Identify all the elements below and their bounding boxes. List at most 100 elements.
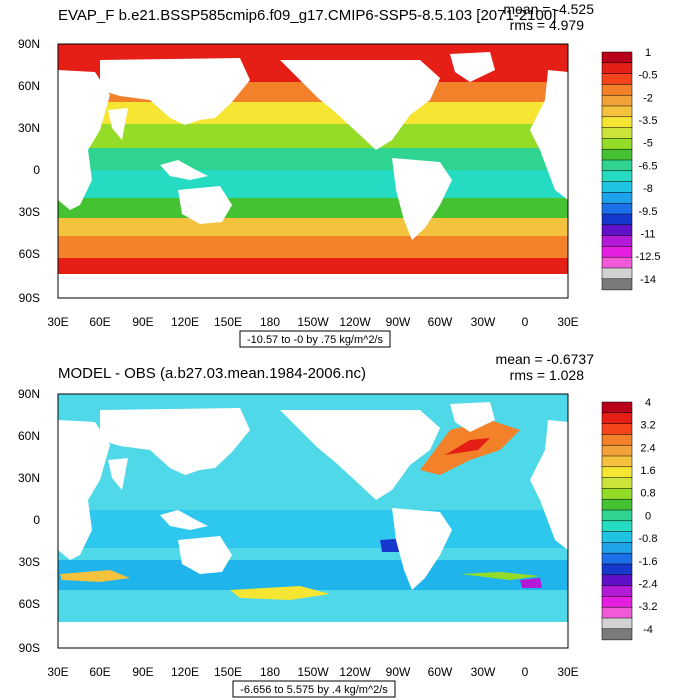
colorbar-swatch xyxy=(601,585,633,597)
lat-tick: 30N xyxy=(18,121,40,135)
panel-top-colorbar: 1 -0.5 -2 -3.5 -5 -6.5 -8 -9.5 -11 -12.5 -14 xyxy=(601,47,661,291)
colorbar-swatch xyxy=(601,73,633,85)
colorbar-label: -3.5 xyxy=(639,115,658,127)
colorbar-label: -2 xyxy=(643,92,653,104)
colorbar-label: -5 xyxy=(643,138,653,150)
colorbar-swatch xyxy=(601,62,633,75)
colorbar-swatch xyxy=(601,159,633,172)
colorbar-swatch xyxy=(601,278,633,291)
panel-top-lat-ticks: 90N 60N 30N 0 30S 60S 90S xyxy=(18,37,40,305)
colorbar-swatch xyxy=(601,116,633,129)
lat-tick: 30S xyxy=(19,205,40,219)
lat-tick: 0 xyxy=(33,513,40,527)
lon-tick: 150E xyxy=(214,315,242,329)
panel-bottom-map xyxy=(57,393,569,649)
lat-tick: 30N xyxy=(18,471,40,485)
anomaly-s-atlantic xyxy=(460,572,540,580)
colorbar-label: 0.8 xyxy=(640,488,655,500)
colorbar-label: -3.2 xyxy=(639,601,658,613)
colorbar-label: -1.6 xyxy=(639,556,658,568)
colorbar-label: -2.4 xyxy=(639,578,658,590)
lon-tick: 120E xyxy=(171,665,199,679)
lon-tick: 60W xyxy=(428,665,453,679)
colorbar-swatch xyxy=(601,466,633,479)
colorbar-label: 4 xyxy=(645,397,651,409)
colorbar-label: -0.8 xyxy=(639,533,658,545)
colorbar-swatch xyxy=(601,127,633,139)
colorbar-swatch xyxy=(601,498,633,511)
colorbar-swatch xyxy=(601,434,633,446)
lat-tick: 90N xyxy=(18,387,40,401)
panel-bottom-lat-ticks: 90N 60N 30N 0 30S 60S 90S xyxy=(18,387,40,655)
band-antarctic-coast xyxy=(58,258,568,274)
lon-tick: 30W xyxy=(471,315,496,329)
colorbar-label: -12.5 xyxy=(635,251,660,263)
lat-tick: 90S xyxy=(19,641,40,655)
lon-tick: 0 xyxy=(522,665,529,679)
lat-tick: 60S xyxy=(19,247,40,261)
lat-tick: 90N xyxy=(18,37,40,51)
colorbar-swatch xyxy=(601,148,633,161)
colorbar-swatch xyxy=(601,105,633,118)
anomaly-sa-coast xyxy=(520,578,542,588)
colorbar-swatch xyxy=(601,531,633,543)
colorbar-swatch xyxy=(601,84,633,96)
colorbar-label: -9.5 xyxy=(639,206,658,218)
panel-top-title: EVAP_F b.e21.BSSP585cmip6.f09_g17.CMIP6-… xyxy=(58,7,556,24)
colorbar-swatch xyxy=(601,192,633,204)
lon-tick: 30W xyxy=(471,665,496,679)
lon-tick: 90E xyxy=(132,665,153,679)
lon-tick: 120W xyxy=(339,665,371,679)
colorbar-label: 0 xyxy=(645,510,651,522)
colorbar-label: 1 xyxy=(645,47,651,59)
colorbar-swatch xyxy=(601,444,633,457)
colorbar-swatch xyxy=(601,256,633,269)
lon-tick: 30E xyxy=(557,315,578,329)
colorbar-swatch xyxy=(601,552,633,565)
colorbar-swatch xyxy=(601,51,633,64)
colorbar-swatch xyxy=(601,574,633,587)
lon-tick: 30E xyxy=(557,665,578,679)
lon-tick: 60E xyxy=(89,315,110,329)
colorbar-swatch xyxy=(601,213,633,226)
panel-bottom-lon-ticks: 30E 60E 90E 120E 150E 180 150W 120W 90W … xyxy=(47,665,578,679)
colorbar-label: 2.4 xyxy=(640,442,655,454)
lon-tick: 90W xyxy=(386,665,411,679)
colorbar-label: 1.6 xyxy=(640,465,655,477)
panel-bottom-range-label: -6.656 to 5.575 by .4 kg/m^2/s xyxy=(240,684,388,696)
lon-tick: 0 xyxy=(522,315,529,329)
panel-bottom-colorbar: 4 3.2 2.4 1.6 0.8 0 -0.8 -1.6 -2.4 -3.2 -4 xyxy=(601,397,658,641)
colorbar-label: -0.5 xyxy=(639,70,658,82)
colorbar-swatch xyxy=(601,423,633,435)
lat-tick: 60S xyxy=(19,597,40,611)
lat-tick: 60N xyxy=(18,429,40,443)
colorbar-swatch xyxy=(601,246,633,258)
anomaly-s-pacific xyxy=(230,586,330,600)
colorbar-label: -11 xyxy=(640,228,655,240)
band-s-subtrop xyxy=(58,198,568,218)
lat-tick: 30S xyxy=(19,555,40,569)
panel-top: EVAP_F b.e21.BSSP585cmip6.f09_g17.CMIP6-… xyxy=(18,1,661,348)
colorbar-swatch xyxy=(601,488,633,500)
colorbar-swatch xyxy=(601,235,633,247)
colorbar-swatch xyxy=(601,542,633,554)
land-mask-bottom xyxy=(58,402,568,590)
colorbar-swatch xyxy=(601,596,633,608)
panel-top-rms: rms = 4.979 xyxy=(510,17,585,33)
band-s-midlat xyxy=(58,218,568,236)
lon-tick: 180 xyxy=(260,665,280,679)
lon-tick: 60E xyxy=(89,665,110,679)
lon-tick: 120W xyxy=(339,315,371,329)
panel-bottom-rms: rms = 1.028 xyxy=(510,367,585,383)
colorbar-swatch xyxy=(601,628,633,641)
panel-top-lon-ticks: 30E 60E 90E 120E 150E 180 150W 120W 90W … xyxy=(47,315,578,329)
band-tropics xyxy=(58,170,568,198)
lon-tick: 30E xyxy=(47,315,68,329)
colorbar-swatch xyxy=(601,412,633,425)
colorbar-swatch xyxy=(601,401,633,414)
land-mask xyxy=(58,52,568,240)
colorbar-label: -6.5 xyxy=(639,160,658,172)
band-tropical-negative xyxy=(58,510,568,548)
colorbar-swatch xyxy=(601,224,633,237)
